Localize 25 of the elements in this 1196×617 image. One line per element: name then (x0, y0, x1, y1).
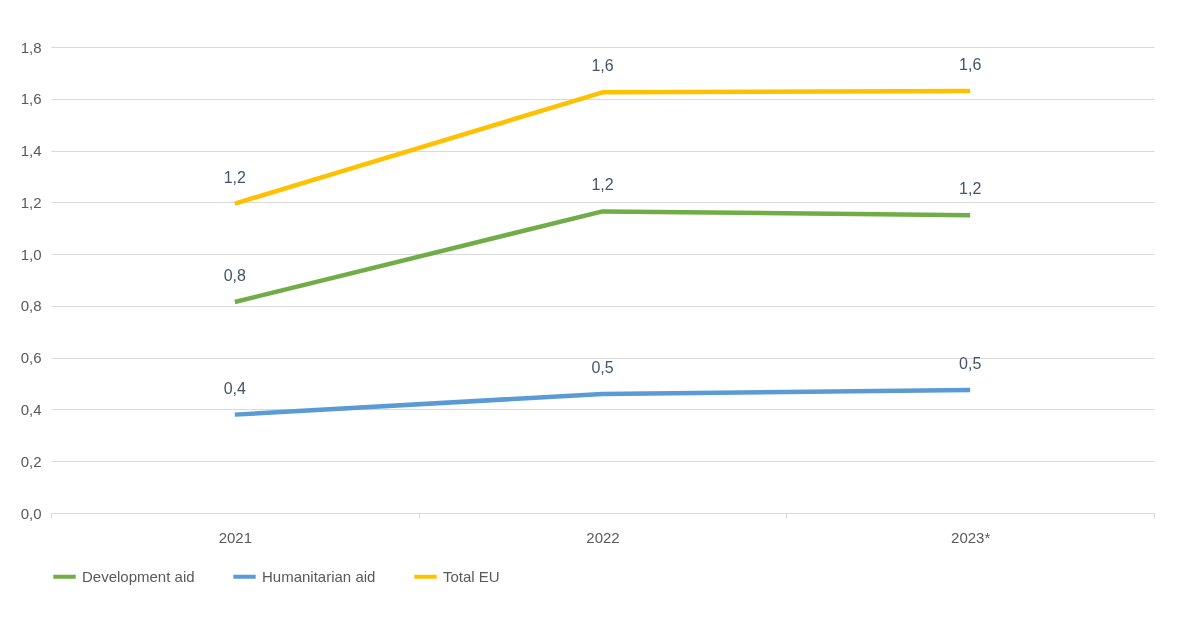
y-tick-label: 1,8 (20, 38, 42, 56)
data-label: 0,5 (591, 358, 614, 376)
y-tick-label: 0,0 (20, 504, 42, 522)
data-label: 0,4 (223, 379, 247, 397)
y-tick-label: 0,4 (20, 400, 42, 418)
y-tick-label: 0,2 (20, 452, 42, 470)
y-tick-label: 1,4 (20, 142, 42, 160)
legend-label: Humanitarian aid (262, 567, 376, 585)
y-tick-label: 1,6 (20, 90, 42, 108)
data-label: 1,2 (223, 168, 247, 186)
x-tick-label: 2022 (586, 528, 620, 546)
data-label: 1,6 (591, 57, 614, 75)
data-label: 0,8 (223, 267, 247, 285)
x-tick-label: 2021 (218, 528, 253, 546)
y-tick-label: 0,8 (20, 297, 42, 315)
legend-label: Total EU (443, 567, 500, 585)
y-tick-label: 1,0 (20, 245, 42, 263)
x-tick-label: 2023* (951, 528, 991, 546)
data-label: 1,2 (959, 180, 982, 198)
y-tick-label: 1,2 (20, 193, 42, 211)
data-label: 1,2 (591, 176, 614, 194)
y-tick-label: 0,6 (20, 349, 42, 367)
legend-label: Development aid (82, 567, 195, 585)
data-label: 1,6 (959, 56, 982, 74)
data-label: 0,5 (959, 355, 982, 373)
